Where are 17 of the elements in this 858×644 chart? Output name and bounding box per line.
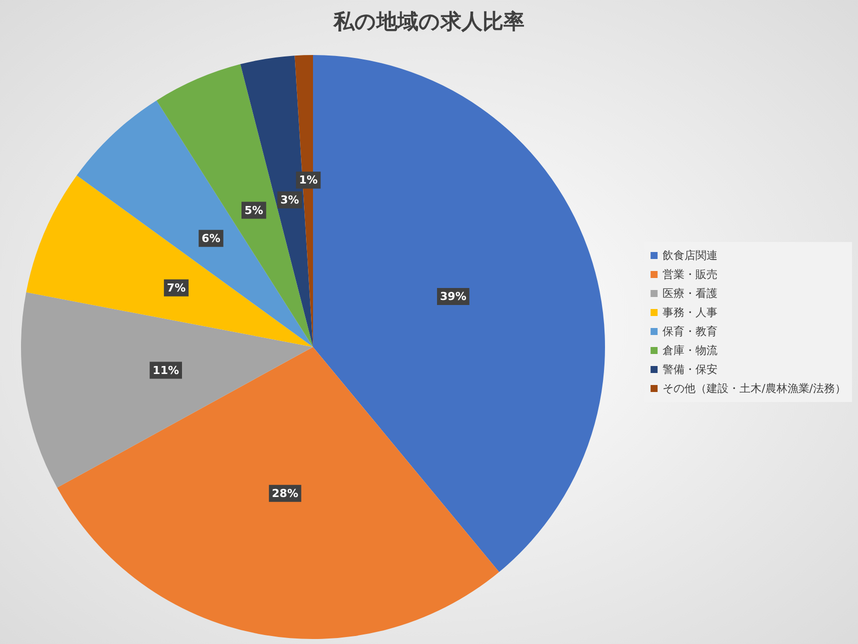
data-label: 5% bbox=[244, 204, 264, 217]
data-label: 39% bbox=[440, 290, 466, 304]
legend-label: 営業・販売 bbox=[662, 268, 718, 281]
legend-label: 警備・保安 bbox=[662, 363, 718, 376]
legend-label: 保育・教育 bbox=[662, 325, 718, 338]
legend-label: 事務・人事 bbox=[662, 306, 718, 319]
legend-label: 医療・看護 bbox=[662, 287, 718, 300]
data-label: 7% bbox=[166, 281, 186, 294]
legend-label: その他（建設・土木/農林漁業/法務） bbox=[662, 382, 846, 395]
data-label: 28% bbox=[272, 486, 298, 500]
data-label: 3% bbox=[280, 193, 300, 206]
legend-label: 飲食店関連 bbox=[662, 249, 718, 262]
data-label: 6% bbox=[202, 232, 220, 245]
legend-label: 倉庫・物流 bbox=[662, 344, 718, 357]
chart-title: 私の地域の求人比率 bbox=[332, 10, 524, 34]
data-label: 11% bbox=[152, 364, 180, 377]
data-label: 1% bbox=[298, 174, 318, 187]
